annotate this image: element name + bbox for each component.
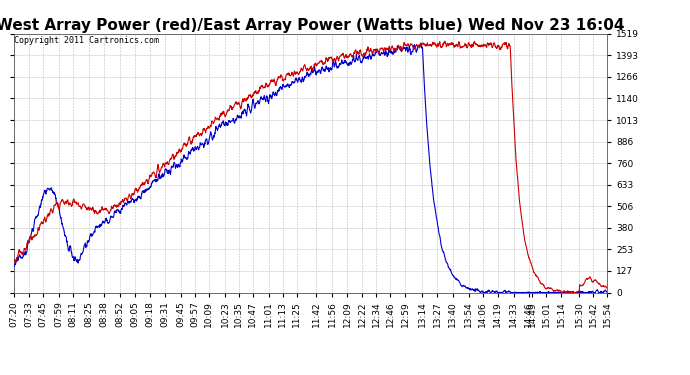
Title: West Array Power (red)/East Array Power (Watts blue) Wed Nov 23 16:04: West Array Power (red)/East Array Power …	[0, 18, 624, 33]
Text: Copyright 2011 Cartronics.com: Copyright 2011 Cartronics.com	[14, 36, 159, 45]
